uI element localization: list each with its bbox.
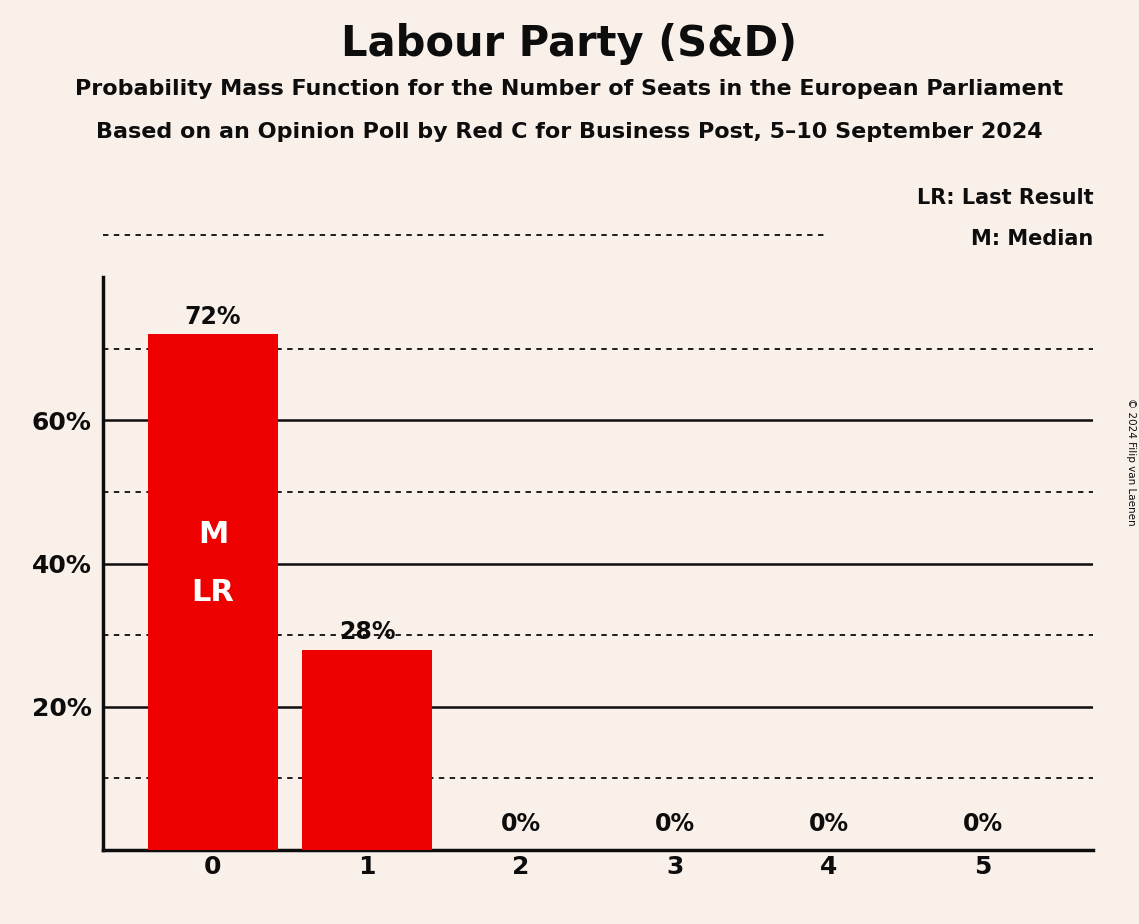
Text: LR: LR [191,578,235,607]
Text: © 2024 Filip van Laenen: © 2024 Filip van Laenen [1126,398,1136,526]
Bar [302,650,433,850]
Text: 0%: 0% [655,812,695,835]
Text: Probability Mass Function for the Number of Seats in the European Parliament: Probability Mass Function for the Number… [75,79,1064,99]
Text: 28%: 28% [338,620,395,644]
Text: 72%: 72% [185,305,241,329]
Text: 0%: 0% [962,812,1003,835]
Bar [148,334,278,850]
Text: Based on an Opinion Poll by Red C for Business Post, 5–10 September 2024: Based on an Opinion Poll by Red C for Bu… [96,122,1043,142]
Text: 0%: 0% [501,812,541,835]
Text: LR: Last Result: LR: Last Result [917,188,1093,209]
Text: M: Median: M: Median [972,228,1093,249]
Text: 0%: 0% [809,812,849,835]
Text: Labour Party (S&D): Labour Party (S&D) [342,23,797,65]
Text: M: M [198,520,228,550]
